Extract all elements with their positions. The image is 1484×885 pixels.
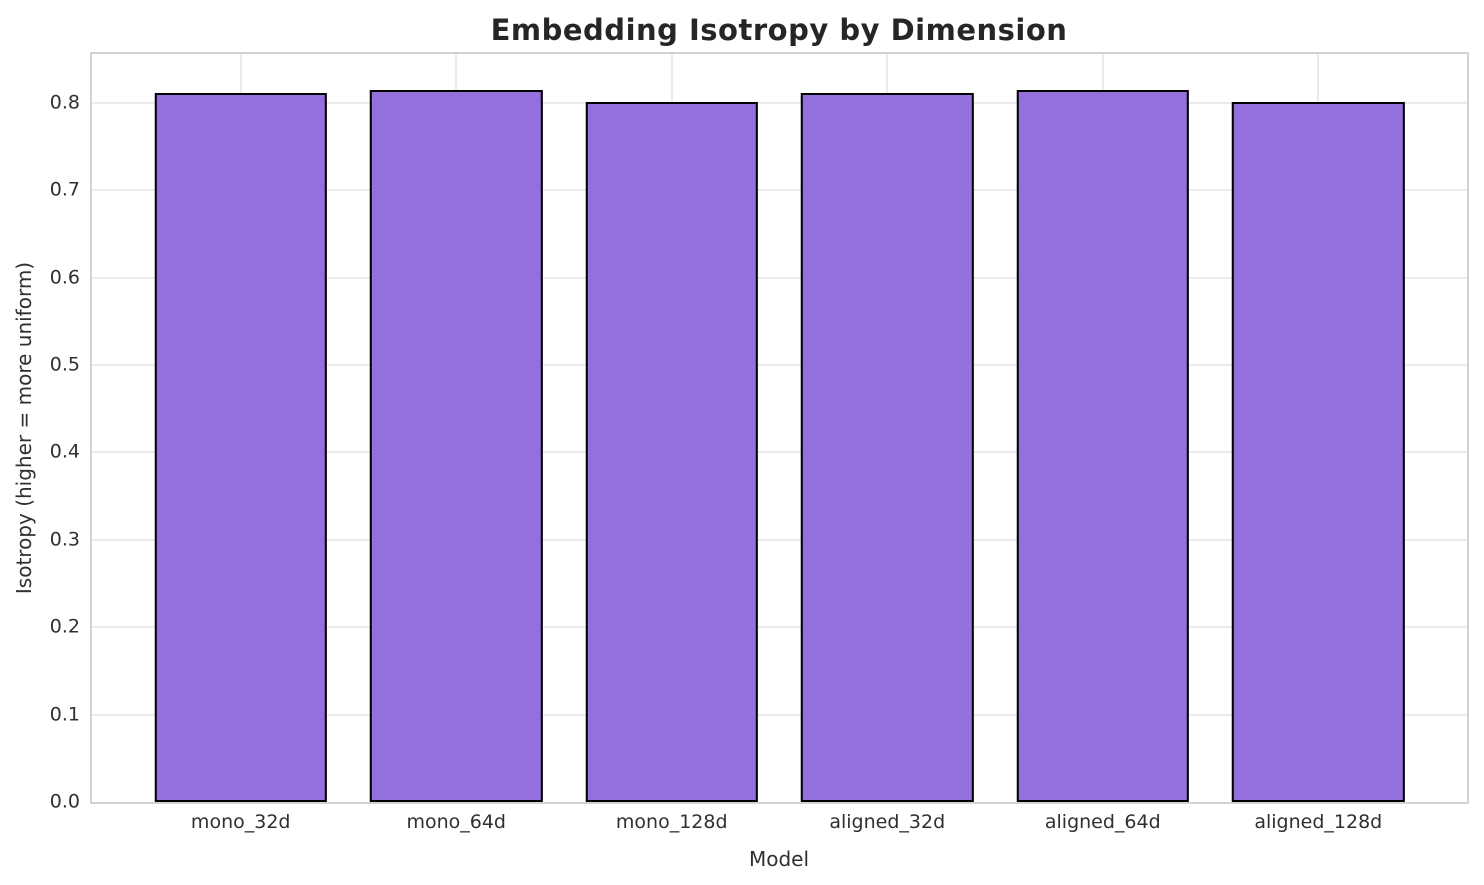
gridline-y-0.8 <box>92 101 1467 104</box>
xtick-label-aligned_32d: aligned_32d <box>829 811 946 833</box>
xtick-label-aligned_128d: aligned_128d <box>1254 811 1383 833</box>
plot-area: 0.0 0.1 0.2 0.3 0.4 0.5 0.6 0.7 0.8 mono_32d mono_… <box>50 52 1469 832</box>
ytick-label-0.8: 0.8 <box>49 91 80 114</box>
xtick-label-aligned_64d: aligned_64d <box>1044 811 1161 833</box>
gridline-y-0.4 <box>92 451 1467 454</box>
x-axis-label: Model <box>748 847 810 871</box>
y-axis-label: Isotropy (higher = more uniform) <box>12 261 36 595</box>
ytick-label-0.0: 0.0 <box>49 790 80 813</box>
bar-aligned_32d <box>801 93 974 802</box>
bar-aligned_64d <box>1016 89 1189 802</box>
gridline-y-0.5 <box>92 364 1467 367</box>
xtick-label-mono_32d: mono_32d <box>190 811 291 833</box>
ytick-label-0.2: 0.2 <box>49 615 80 638</box>
ytick-label-0.3: 0.3 <box>49 528 80 551</box>
ytick-label-0.1: 0.1 <box>49 703 80 726</box>
bar-aligned_128d <box>1232 102 1405 802</box>
xtick-label-mono_128d: mono_128d <box>615 811 728 833</box>
gridline-y-0.1 <box>92 713 1467 716</box>
ytick-label-0.6: 0.6 <box>49 266 80 289</box>
bar-mono_32d <box>154 93 327 802</box>
gridline-y-0.7 <box>92 189 1467 192</box>
bar-mono_128d <box>585 102 758 802</box>
xtick-label-mono_64d: mono_64d <box>406 811 506 833</box>
gridline-y-0.6 <box>92 276 1467 279</box>
ytick-label-0.5: 0.5 <box>49 353 80 376</box>
gridline-y-0.3 <box>92 538 1467 541</box>
ytick-label-0.4: 0.4 <box>49 440 80 463</box>
bar-mono_64d <box>370 89 543 802</box>
gridline-y-0.2 <box>92 626 1467 629</box>
chart-title: Embedding Isotropy by Dimension <box>490 13 1068 47</box>
ytick-label-0.7: 0.7 <box>49 178 80 201</box>
